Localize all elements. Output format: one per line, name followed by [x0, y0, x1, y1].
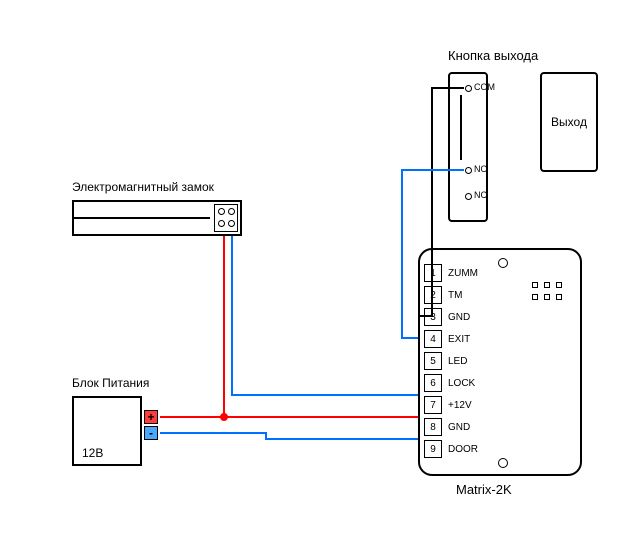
pin-row-8: 8 GND — [420, 416, 470, 438]
pin-row-3: 3 GND — [420, 306, 470, 328]
terminal-com-label: COM — [474, 82, 495, 92]
pin-label-gnd: GND — [448, 312, 470, 323]
wiring-diagram: Кнопка выхода COM NO NC Выход Электромаг… — [0, 0, 618, 551]
controller-title: Matrix-2K — [456, 482, 512, 497]
psu-title: Блок Питания — [72, 376, 149, 390]
wire-junction-red — [220, 413, 228, 421]
pin-label-exit: EXIT — [448, 334, 470, 345]
led-dot-5 — [544, 294, 550, 300]
lock-screw-4 — [228, 220, 235, 227]
psu-plus-terminal: + — [144, 410, 158, 424]
lock-title: Электромагнитный замок — [72, 180, 214, 194]
led-dot-2 — [544, 282, 550, 288]
pin-label-zumm: ZUMM — [448, 268, 478, 279]
lock-inner-line — [74, 217, 210, 219]
lock-screw-2 — [228, 208, 235, 215]
pin-num-1: 1 — [424, 264, 442, 282]
pin-label-gnd: GND — [448, 422, 470, 433]
wire-psu-minus-to-gnd — [160, 433, 418, 439]
pin-label-+12v: +12V — [448, 400, 472, 411]
psu-minus-terminal: - — [144, 426, 158, 440]
pin-row-1: 1 ZUMM — [420, 262, 478, 284]
exit-button-plate-label: Выход — [551, 115, 587, 129]
wire-lock-to-lockpin — [232, 236, 418, 395]
psu-plus-symbol: + — [147, 410, 154, 424]
exit-button-title: Кнопка выхода — [448, 48, 538, 63]
led-dot-1 — [532, 282, 538, 288]
pin-num-9: 9 — [424, 440, 442, 458]
pin-num-5: 5 — [424, 352, 442, 370]
pin-row-6: 6 LOCK — [420, 372, 475, 394]
pin-num-6: 6 — [424, 374, 442, 392]
terminal-com-dot — [465, 85, 472, 92]
pin-row-7: 7 +12V — [420, 394, 472, 416]
mount-hole-top — [498, 258, 508, 268]
pin-num-3: 3 — [424, 308, 442, 326]
pin-row-5: 5 LED — [420, 350, 467, 372]
terminal-nc-dot — [465, 193, 472, 200]
exit-button-inner-bar — [460, 95, 462, 160]
lock-screw-3 — [218, 220, 225, 227]
led-dot-3 — [556, 282, 562, 288]
pin-row-9: 9 DOOR — [420, 438, 478, 460]
terminal-no-dot — [465, 167, 472, 174]
lock-screw-1 — [218, 208, 225, 215]
lock-terminal-plate — [214, 204, 238, 232]
pin-row-2: 2 TM — [420, 284, 462, 306]
led-dot-6 — [556, 294, 562, 300]
psu-box: 12В — [72, 396, 142, 466]
led-dot-4 — [532, 294, 538, 300]
pin-num-4: 4 — [424, 330, 442, 348]
psu-minus-symbol: - — [149, 426, 153, 440]
pin-label-door: DOOR — [448, 444, 478, 455]
terminal-no-label: NO — [474, 164, 488, 174]
pin-num-7: 7 — [424, 396, 442, 414]
terminal-nc-label: NC — [474, 190, 487, 200]
pin-num-2: 2 — [424, 286, 442, 304]
pin-num-8: 8 — [424, 418, 442, 436]
wire-lock-to-12v — [224, 236, 418, 417]
pin-label-led: LED — [448, 356, 467, 367]
exit-button-plate: Выход — [540, 72, 598, 172]
pin-label-lock: LOCK — [448, 378, 475, 389]
mount-hole-bottom — [498, 458, 508, 468]
pin-row-4: 4 EXIT — [420, 328, 470, 350]
psu-voltage-label: 12В — [82, 446, 103, 460]
pin-label-tm: TM — [448, 290, 462, 301]
